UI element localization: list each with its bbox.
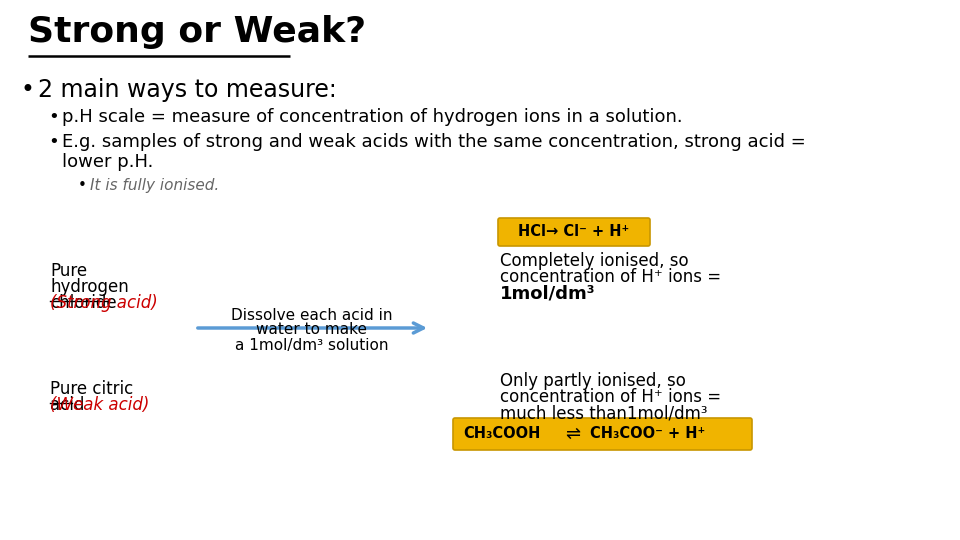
Text: Completely ionised, so: Completely ionised, so (500, 252, 688, 270)
Text: acid: acid (50, 396, 84, 414)
Text: p.H scale = measure of concentration of hydrogen ions in a solution.: p.H scale = measure of concentration of … (62, 108, 683, 126)
Text: E.g. samples of strong and weak acids with the same concentration, strong acid =: E.g. samples of strong and weak acids wi… (62, 133, 805, 151)
Text: CH₃COOH: CH₃COOH (463, 427, 540, 442)
FancyArrowPatch shape (198, 323, 423, 333)
Text: water to make: water to make (256, 322, 368, 337)
Text: hydrogen: hydrogen (50, 278, 129, 296)
Text: lower p.H.: lower p.H. (62, 153, 154, 171)
Text: CH₃COO⁻ + H⁺: CH₃COO⁻ + H⁺ (590, 427, 706, 442)
Text: •: • (78, 178, 86, 193)
Text: 2 main ways to measure:: 2 main ways to measure: (38, 78, 337, 102)
Text: •: • (48, 108, 59, 126)
Text: concentration of H⁺ ions =: concentration of H⁺ ions = (500, 388, 721, 406)
Text: 1mol/dm³: 1mol/dm³ (500, 284, 595, 302)
Text: (Weak acid): (Weak acid) (50, 396, 150, 414)
Text: concentration of H⁺ ions =: concentration of H⁺ ions = (500, 268, 721, 286)
Text: Strong or Weak?: Strong or Weak? (28, 15, 366, 49)
Text: It is fully ionised.: It is fully ionised. (90, 178, 219, 193)
Text: much less than1mol/dm³: much less than1mol/dm³ (500, 404, 708, 422)
Text: •: • (48, 133, 59, 151)
Text: •: • (20, 78, 34, 102)
Text: Pure citric: Pure citric (50, 380, 133, 398)
Text: HCl→ Cl⁻ + H⁺: HCl→ Cl⁻ + H⁺ (518, 225, 630, 240)
Text: a 1mol/dm³ solution: a 1mol/dm³ solution (235, 338, 389, 353)
Text: Only partly ionised, so: Only partly ionised, so (500, 372, 685, 390)
Text: (Strong acid): (Strong acid) (50, 294, 157, 312)
Text: Dissolve each acid in: Dissolve each acid in (231, 308, 393, 323)
Text: Pure: Pure (50, 262, 87, 280)
Text: ⇌: ⇌ (565, 425, 581, 443)
Text: chloride: chloride (50, 294, 116, 312)
FancyBboxPatch shape (453, 418, 752, 450)
FancyBboxPatch shape (498, 218, 650, 246)
